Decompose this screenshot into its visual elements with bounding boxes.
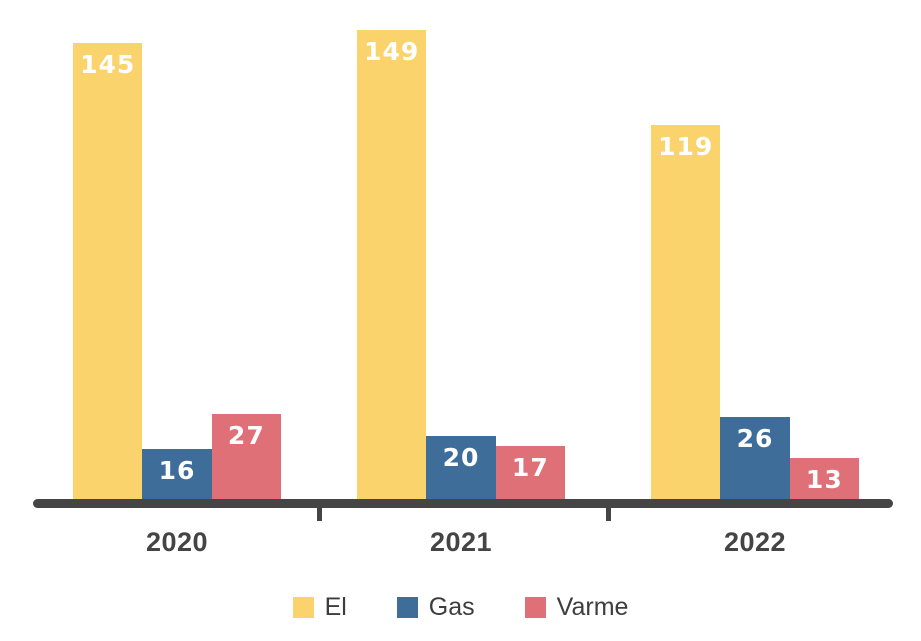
bar-value-label: 16 [158,456,196,485]
bar-gas-2020: 16 [142,449,212,499]
bar-gas-2021: 20 [426,436,496,499]
bar-value-label: 119 [658,132,714,161]
bar-value-label: 20 [442,443,480,472]
axis-tick [317,507,322,521]
legend-label: El [324,593,347,621]
legend-swatch-gas [396,597,418,618]
legend-label: Varme [556,593,629,621]
bar-value-label: 26 [736,424,774,453]
axis-tick [606,507,611,521]
legend-item-varme: Varme [524,593,629,621]
bar-el-2020: 145 [73,43,143,499]
x-axis-label-2021: 2021 [429,527,493,557]
legend-item-gas: Gas [396,593,475,621]
bar-gas-2022: 26 [720,417,790,499]
legend-label: Gas [428,593,475,621]
bar-varme-2021: 17 [495,446,565,499]
legend-swatch-varme [524,597,546,618]
x-axis-label-2022: 2022 [723,527,787,557]
chart-legend: El Gas Varme [0,595,921,620]
bar-varme-2022: 13 [789,458,859,499]
x-axis-label-2020: 2020 [145,527,209,557]
bar-value-label: 145 [80,50,136,79]
legend-swatch-el [292,597,314,618]
x-axis-line [33,499,893,508]
bar-value-label: 149 [364,37,420,66]
bar-value-label: 27 [227,421,265,450]
bar-value-label: 17 [511,453,549,482]
bar-varme-2020: 27 [211,414,281,499]
legend-item-el: El [292,593,347,621]
bar-el-2022: 119 [651,125,721,499]
bar-value-label: 13 [805,465,843,494]
bar-el-2021: 149 [357,30,427,499]
